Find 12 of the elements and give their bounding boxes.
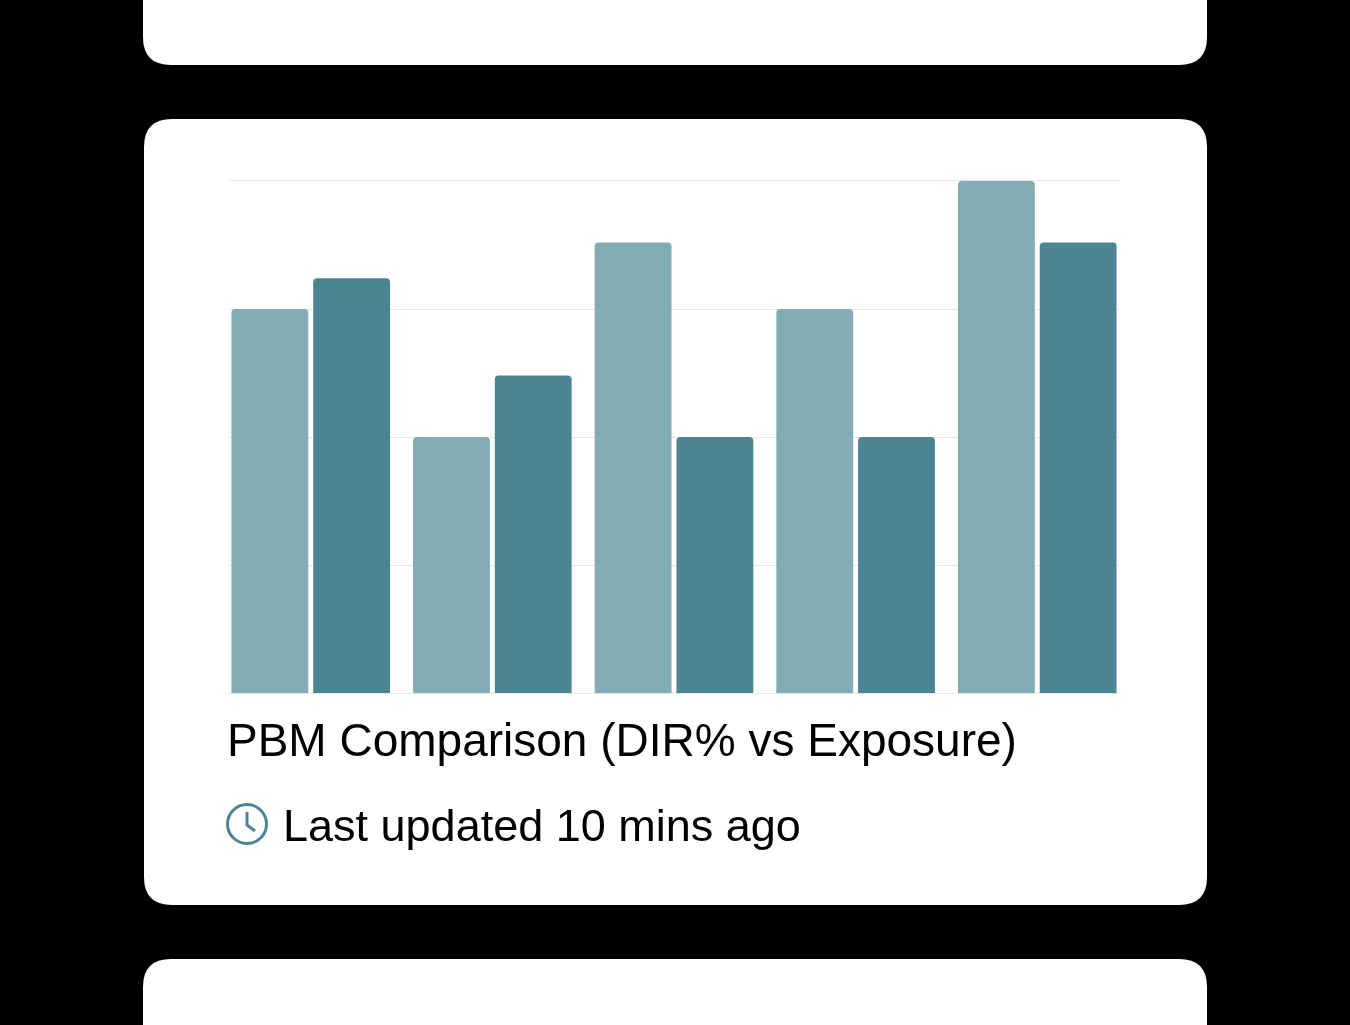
- bar: [776, 309, 854, 693]
- bar: [1039, 242, 1117, 693]
- text: PBM Comparison (DIR% vs Exposure): [227, 714, 1017, 767]
- bar: [858, 437, 935, 693]
- bar: [413, 437, 490, 693]
- text: Last updated 10 mins ago: [283, 800, 801, 851]
- bar: [594, 242, 672, 693]
- bar: [676, 437, 754, 693]
- bar: [494, 375, 572, 693]
- bar: [231, 309, 309, 693]
- bar: [957, 181, 1035, 693]
- bar: [313, 278, 391, 693]
